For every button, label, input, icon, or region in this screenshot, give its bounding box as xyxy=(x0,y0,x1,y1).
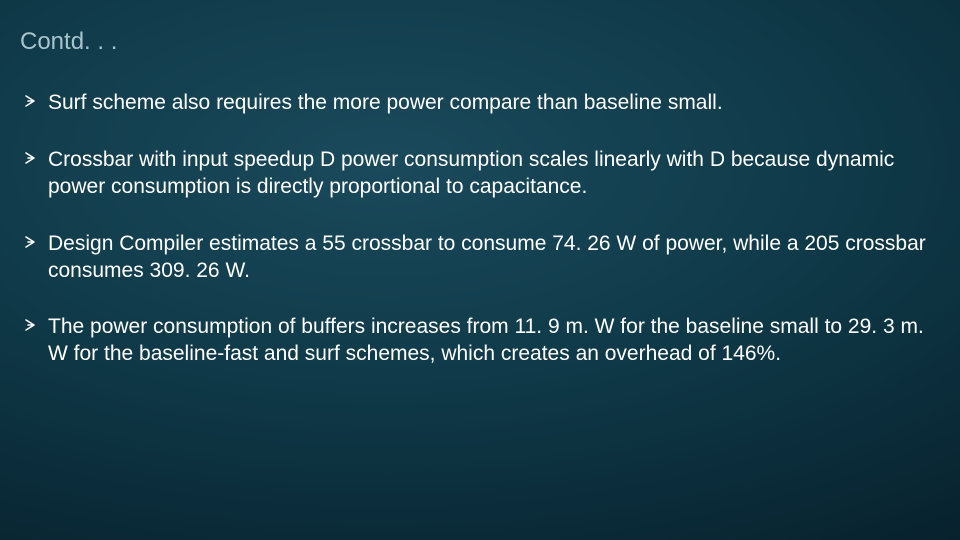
bullet-list: Surf scheme also requires the more power… xyxy=(18,90,942,368)
chevron-right-icon xyxy=(24,151,38,165)
list-item: Crossbar with input speedup D power cons… xyxy=(18,147,942,201)
slide-title: Contd. . . xyxy=(20,28,942,56)
bullet-text: The power consumption of buffers increas… xyxy=(48,315,924,365)
bullet-text: Crossbar with input speedup D power cons… xyxy=(48,148,894,198)
list-item: Design Compiler estimates a 55 crossbar … xyxy=(18,231,942,285)
chevron-right-icon xyxy=(24,318,38,332)
bullet-text: Surf scheme also requires the more power… xyxy=(48,91,723,114)
list-item: The power consumption of buffers increas… xyxy=(18,314,942,368)
chevron-right-icon xyxy=(24,94,38,108)
slide-container: Contd. . . Surf scheme also requires the… xyxy=(0,0,960,540)
chevron-right-icon xyxy=(24,235,38,249)
bullet-text: Design Compiler estimates a 55 crossbar … xyxy=(48,232,926,282)
list-item: Surf scheme also requires the more power… xyxy=(18,90,942,117)
